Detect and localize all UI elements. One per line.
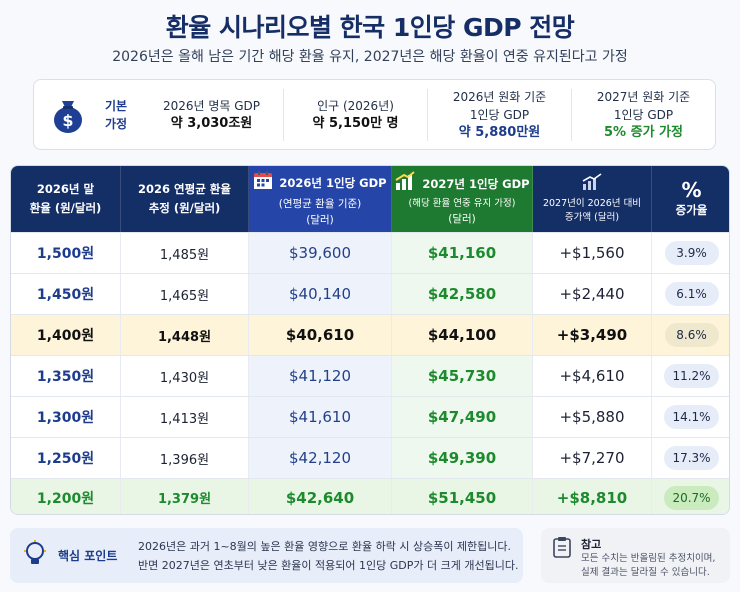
growth-badge: 11.2% [664,364,719,388]
growth-badge: 20.7% [664,485,719,510]
note-panel: 참고 모든 수치는 반올림된 추정치이며, 실제 결과는 달라질 수 있습니다. [541,528,730,583]
clipboard-icon [553,536,571,562]
header-year-end-rate: 2026년 말 환율 (원/달러) [11,166,121,232]
svg-text:$: $ [62,111,73,130]
assumption-nominal-gdp: 2026년 명목 GDP 약 3,030조원 [162,98,261,131]
trend-chart-icon [581,173,603,197]
page-subtitle: 2026년은 올해 남은 기간 해당 환율 유지, 2027년은 해당 환율이 … [112,49,628,65]
header-avg-rate: 2026 연평균 환율 추정 (원/달러) [121,166,249,232]
growth-badge: 17.3% [664,446,719,470]
lightbulb-icon [22,539,48,573]
key-point-label: 핵심 포인트 [58,549,118,563]
note-title: 참고 [581,538,602,551]
assumption-2027-krw-gdp: 2027년 원화 기준 1인당 GDP 5% 증가 가정 [571,88,715,141]
table-row: 1,350원 1,430원 $41,120 $45,730 +$4,610 11… [11,355,729,396]
money-bag-icon: $ [48,95,88,135]
percent-icon: % [681,177,702,202]
growth-badge: 3.9% [664,241,719,265]
table-row: 1,450원 1,465원 $40,140 $42,580 +$2,440 6.… [11,273,729,314]
table-header: 2026년 말 환율 (원/달러) 2026 연평균 환율 추정 (원/달러) … [11,166,729,232]
assumption-2026-krw-gdp: 2026년 원화 기준 1인당 GDP 약 5,880만원 [427,88,571,141]
header-gdp-2026: 2026년 1인당 GDP (연평균 환율 기준) (달러) [249,166,392,232]
table-row-best: 1,200원 1,379원 $42,640 $51,450 +$8,810 20… [11,478,729,514]
growth-badge: 6.1% [664,282,719,306]
page-title: 환율 시나리오별 한국 1인당 GDP 전망 [165,13,575,42]
table-row: 1,500원 1,485원 $39,600 $41,160 +$1,560 3.… [11,232,729,273]
header-gdp-2027: 2027년 1인당 GDP (해당 환율 연중 유지 가정) (달러) [392,166,533,232]
assumptions-label: 기본 가정 [104,98,128,131]
key-point-panel: 핵심 포인트 2026년은 과거 1~8월의 높은 환율 영향으로 환율 하락 … [10,528,523,583]
table-row: 1,300원 1,413원 $41,610 $47,490 +$5,880 14… [11,396,729,437]
growth-badge: 8.6% [664,323,719,347]
assumptions-panel: $ 기본 가정 2026년 명목 GDP 약 3,030조원 인구 (2026년… [33,79,716,150]
assumption-population: 인구 (2026년) 약 5,150만 명 [283,88,427,141]
table-row-highlighted: 1,400원 1,448원 $40,610 $44,100 +$3,490 8.… [11,314,729,355]
bar-chart-icon [394,171,416,197]
key-point-text: 2026년은 과거 1~8월의 높은 환율 영향으로 환율 하락 시 상승폭이 … [138,539,519,572]
calendar-icon [253,170,273,196]
scenario-table: 2026년 말 환율 (원/달러) 2026 연평균 환율 추정 (원/달러) … [10,165,730,515]
header-growth: % 증가율 [652,166,729,232]
growth-badge: 14.1% [664,405,719,429]
header-increase: 2027년이 2026년 대비 증가액 (달러) [533,166,652,232]
table-row: 1,250원 1,396원 $42,120 $49,390 +$7,270 17… [11,437,729,478]
